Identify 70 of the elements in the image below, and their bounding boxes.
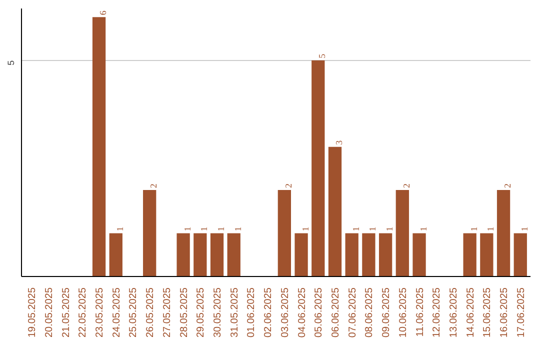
bar <box>109 233 122 276</box>
bar <box>312 60 325 276</box>
bar <box>362 233 376 276</box>
x-tick-label: 12.06.2025 <box>432 287 443 338</box>
data-label: 1 <box>300 226 310 232</box>
x-tick-label: 24.05.2025 <box>111 287 122 338</box>
x-tick-label: 29.05.2025 <box>196 287 207 338</box>
bar <box>396 190 409 276</box>
x-tick-label: 25.05.2025 <box>128 287 140 338</box>
x-tick-label: 17.06.2025 <box>516 287 527 338</box>
bar <box>194 233 207 276</box>
data-label: 6 <box>98 10 108 16</box>
x-tick-label: 04.06.2025 <box>296 287 308 338</box>
x-tick-label: 06.06.2025 <box>330 287 342 338</box>
x-tick-label: 03.06.2025 <box>280 287 291 338</box>
data-label: 1 <box>182 226 192 232</box>
data-label: 1 <box>350 226 361 232</box>
data-label: 2 <box>283 184 294 188</box>
x-tick-label: 21.05.2025 <box>60 287 72 338</box>
data-label: 1 <box>368 226 378 232</box>
bar <box>378 233 392 276</box>
x-tick-label: 23.05.2025 <box>94 287 106 338</box>
x-tick-label: 28.05.2025 <box>178 287 190 338</box>
x-tick-label: 11.06.2025 <box>414 287 426 337</box>
data-label: 1 <box>232 226 243 232</box>
data-label: 1 <box>468 226 479 232</box>
bar <box>514 233 527 276</box>
bar <box>92 17 106 276</box>
data-label: 2 <box>148 184 159 188</box>
x-tick-label: 13.06.2025 <box>448 287 460 338</box>
x-tick-label: 07.06.2025 <box>347 287 358 338</box>
x-tick-label: 15.06.2025 <box>482 287 494 338</box>
bar <box>463 233 476 276</box>
x-tick-label: 14.06.2025 <box>465 287 476 338</box>
bar <box>176 233 190 276</box>
bar <box>345 233 358 276</box>
x-tick-label: 05.06.2025 <box>314 287 325 338</box>
data-label: 1 <box>114 226 125 232</box>
bar <box>294 233 308 276</box>
data-label: 1 <box>216 226 226 232</box>
x-tick-label: 20.05.2025 <box>44 287 55 338</box>
x-tick-label: 27.05.2025 <box>162 287 173 338</box>
x-tick-label: 19.05.2025 <box>27 287 38 338</box>
bar <box>412 233 426 276</box>
bar <box>278 190 291 276</box>
x-tick-label: 01.06.2025 <box>246 287 258 338</box>
x-tick-label: 22.05.2025 <box>78 287 89 338</box>
bar <box>328 146 342 276</box>
x-tick-label: 08.06.2025 <box>364 287 376 338</box>
data-label: 5 <box>317 53 328 58</box>
data-label: 2 <box>401 184 412 188</box>
x-tick-label: 30.05.2025 <box>212 287 224 338</box>
data-label: 1 <box>519 226 530 232</box>
data-label: 2 <box>502 184 513 188</box>
bar <box>143 190 156 276</box>
x-tick-label: 16.06.2025 <box>499 287 510 338</box>
data-label: 1 <box>199 226 210 232</box>
data-label: 3 <box>334 140 344 145</box>
data-label: 1 <box>486 226 496 232</box>
data-label: 1 <box>418 226 428 232</box>
x-tick-label: 26.05.2025 <box>145 287 156 338</box>
x-tick-label: 02.06.2025 <box>263 287 274 338</box>
x-tick-label: 31.05.2025 <box>229 287 240 338</box>
bar <box>496 190 510 276</box>
bar <box>480 233 494 276</box>
data-label: 1 <box>384 226 395 232</box>
bar <box>227 233 240 276</box>
bar <box>210 233 224 276</box>
x-tick-label: 09.06.2025 <box>381 287 392 338</box>
x-tick-label: 10.06.2025 <box>398 287 409 338</box>
